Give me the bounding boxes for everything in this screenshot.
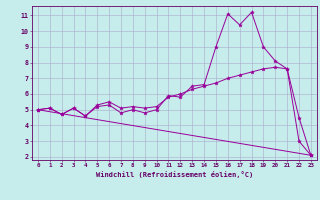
X-axis label: Windchill (Refroidissement éolien,°C): Windchill (Refroidissement éolien,°C) bbox=[96, 171, 253, 178]
